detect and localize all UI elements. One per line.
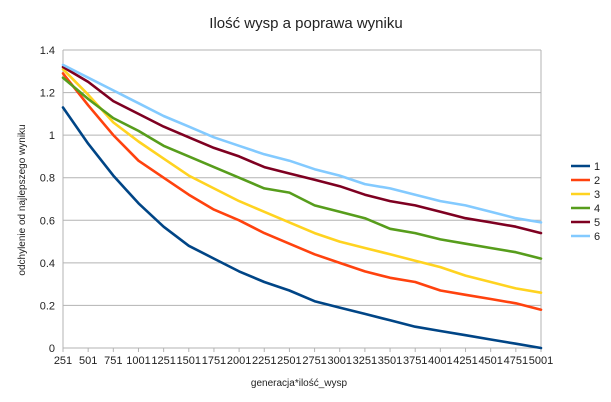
- x-tick-label: 4501: [478, 355, 502, 367]
- x-tick-label: 1751: [202, 355, 226, 367]
- legend-label: 4: [594, 203, 600, 215]
- series-line-4: [61, 76, 543, 260]
- x-tick-label: 4251: [453, 355, 477, 367]
- y-tick-label: 1: [49, 130, 55, 142]
- x-tick-label: 2501: [277, 355, 301, 367]
- x-tick-label: 251: [54, 355, 72, 367]
- y-axis-label: odchylenie od najlepszego wyniku: [17, 124, 28, 275]
- axes: 0 0.2 0.4 0.6 0.8 1 1.2 1.4 251 501 751 1001 1251 150…: [40, 45, 554, 367]
- legend: 1 2 3 4 5 6: [571, 161, 600, 243]
- legend-label: 3: [594, 189, 600, 201]
- series-line-6: [61, 63, 543, 224]
- y-tick-label: 0.6: [40, 215, 55, 227]
- x-tick-label: 751: [104, 355, 122, 367]
- y-tick-label: 1.4: [40, 45, 55, 57]
- y-tick-label: 0: [49, 343, 55, 355]
- series-line-5: [61, 65, 543, 235]
- x-tick-label: 3751: [403, 355, 427, 367]
- x-tick-label: 3501: [378, 355, 402, 367]
- x-tick-label: 1001: [126, 355, 150, 367]
- x-tick-label: 1501: [177, 355, 201, 367]
- series-lines: [61, 63, 543, 350]
- x-tick-label: 5001: [529, 355, 553, 367]
- legend-label: 6: [594, 231, 600, 243]
- x-tick-label: 1251: [151, 355, 175, 367]
- x-tick-label: 3001: [327, 355, 351, 367]
- y-tick-label: 0.2: [40, 300, 55, 312]
- x-tick-label: 2751: [302, 355, 326, 367]
- x-tick-label: 2251: [252, 355, 276, 367]
- series-line-2: [61, 72, 543, 312]
- x-tick-label: 4001: [428, 355, 452, 367]
- x-tick-label: 501: [79, 355, 97, 367]
- x-axis-label: generacja*ilość_wysp: [251, 378, 348, 389]
- series-line-1: [61, 106, 543, 350]
- y-tick-label: 0.4: [40, 258, 55, 270]
- y-tick-label: 1.2: [40, 88, 55, 100]
- x-tick-label: 3251: [353, 355, 377, 367]
- series-line-3: [61, 67, 543, 295]
- legend-label: 5: [594, 217, 600, 229]
- x-tick-label: 2001: [227, 355, 251, 367]
- legend-label: 1: [594, 161, 600, 173]
- chart-title: Ilość wysp a poprawa wyniku: [209, 15, 402, 32]
- y-tick-label: 0.8: [40, 173, 55, 185]
- x-tick-label: 4751: [504, 355, 528, 367]
- legend-label: 2: [594, 175, 600, 187]
